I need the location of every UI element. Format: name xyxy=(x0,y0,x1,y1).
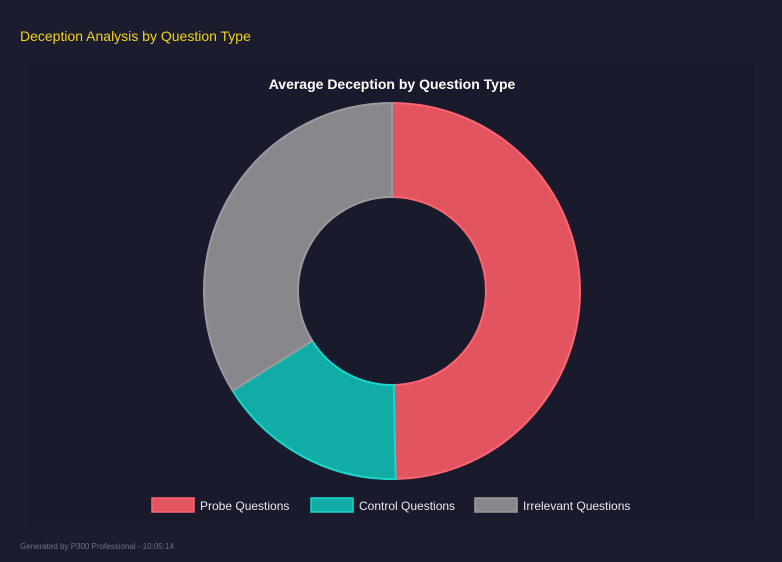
footer-text: Generated by P300 Professional - 10:05:1… xyxy=(20,542,174,551)
slice-probe-questions[interactable] xyxy=(391,101,582,480)
slice-irrelevant-questions[interactable] xyxy=(203,101,393,393)
legend-label: Irrelevant Questions xyxy=(523,499,630,513)
legend-swatch xyxy=(151,497,195,513)
slice-control-questions[interactable] xyxy=(231,339,397,480)
legend-label: Probe Questions xyxy=(200,499,289,513)
legend-item-probe-questions[interactable]: Probe Questions xyxy=(151,497,289,513)
legend-swatch xyxy=(310,497,354,513)
legend-item-control-questions[interactable]: Control Questions xyxy=(310,497,455,513)
section-heading: Deception Analysis by Question Type xyxy=(20,28,251,44)
legend-swatch xyxy=(474,497,518,513)
chart-title: Average Deception by Question Type xyxy=(269,76,516,92)
legend-item-irrelevant-questions[interactable]: Irrelevant Questions xyxy=(474,497,630,513)
legend-label: Control Questions xyxy=(359,499,455,513)
